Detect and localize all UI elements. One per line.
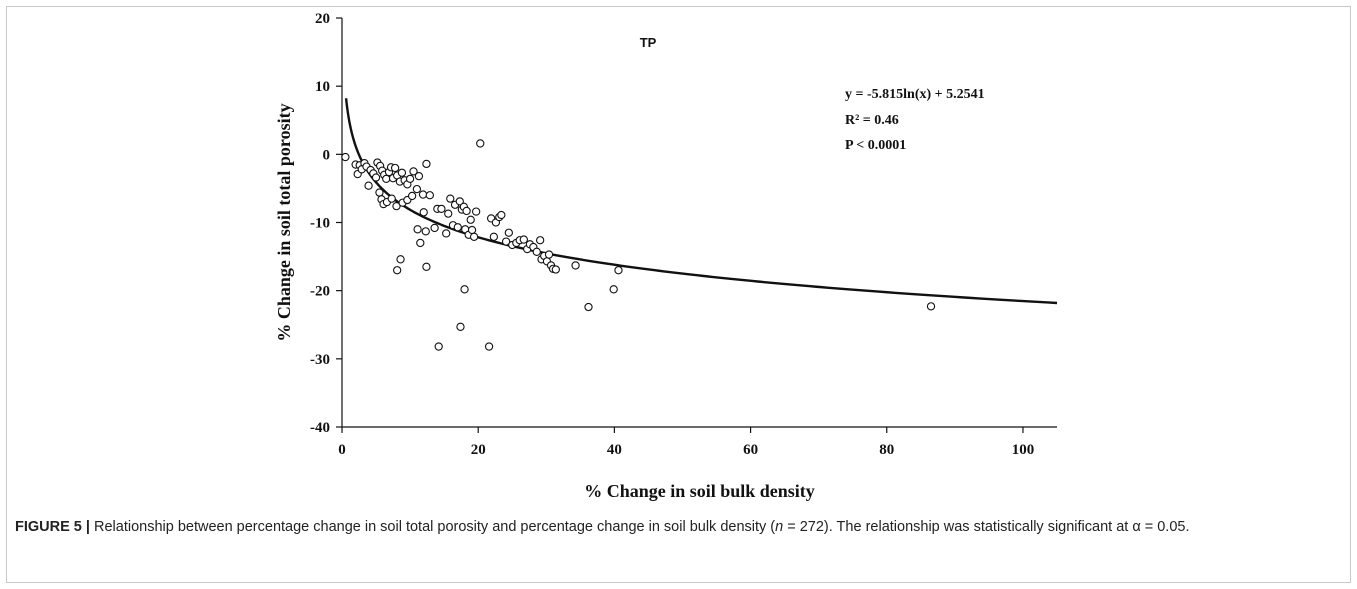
- data-point: [437, 204, 446, 214]
- data-point: [422, 262, 431, 271]
- data-point: [407, 191, 417, 201]
- data-point: [455, 197, 464, 206]
- data-point: [371, 173, 381, 182]
- data-point: [476, 139, 485, 148]
- data-point: [501, 237, 511, 246]
- y-tick-label: -40: [310, 420, 330, 436]
- data-point: [471, 207, 481, 216]
- fit-curve: [344, 98, 1058, 305]
- data-point: [413, 225, 422, 234]
- annotation-line-1: y = -5.815ln(x) + 5.2541: [845, 87, 985, 102]
- data-point: [442, 229, 451, 238]
- data-point: [536, 236, 545, 245]
- data-point: [532, 247, 541, 256]
- data-point: [519, 235, 528, 244]
- data-point: [414, 171, 424, 181]
- data-point: [489, 232, 498, 241]
- data-point: [453, 223, 462, 232]
- y-tick-label: 20: [315, 11, 330, 27]
- data-point: [456, 322, 465, 331]
- data-point: [446, 194, 455, 203]
- caption-n-symbol: n: [775, 519, 784, 535]
- data-point: [393, 266, 402, 275]
- data-point: [416, 238, 425, 248]
- data-point: [460, 285, 469, 294]
- data-point: [421, 227, 430, 236]
- figure-label: FIGURE 5 |: [15, 519, 90, 535]
- data-point: [405, 174, 415, 184]
- caption-text-part-2: = 272). The relationship was statistical…: [783, 519, 1190, 535]
- data-point: [397, 168, 407, 177]
- data-point: [341, 152, 350, 162]
- data-point: [926, 302, 936, 311]
- data-point: [497, 210, 506, 220]
- data-point: [382, 174, 391, 184]
- data-point: [430, 223, 439, 233]
- data-point: [418, 190, 428, 199]
- data-point: [469, 232, 479, 241]
- data-point: [551, 265, 560, 274]
- data-point: [364, 181, 373, 190]
- y-tick-label: -10: [310, 216, 330, 232]
- data-point: [412, 184, 422, 194]
- data-point: [504, 228, 513, 237]
- data-point: [390, 163, 400, 173]
- data-point: [466, 215, 475, 224]
- data-point: [444, 209, 453, 218]
- annotation-line-3: P < 0.0001: [845, 138, 906, 153]
- x-tick-label: 60: [743, 442, 758, 458]
- data-point: [462, 206, 471, 216]
- data-point: [467, 225, 477, 235]
- data-point: [609, 285, 618, 294]
- data-point: [409, 167, 418, 176]
- y-tick-label: 10: [315, 79, 330, 95]
- annotation-line-2: R² = 0.46: [845, 113, 899, 128]
- data-point: [425, 191, 434, 200]
- y-tick-label: -30: [310, 352, 330, 368]
- chart-title: TP: [640, 35, 657, 50]
- data-point: [392, 201, 401, 211]
- data-point: [396, 255, 405, 264]
- y-tick-label: 0: [323, 147, 331, 163]
- data-point: [375, 188, 384, 197]
- data-point: [571, 261, 580, 270]
- data-point: [614, 266, 623, 275]
- x-tick-label: 100: [1012, 442, 1035, 458]
- data-point: [419, 208, 428, 217]
- data-point: [387, 194, 396, 203]
- x-tick-label: 20: [471, 442, 486, 458]
- data-point: [584, 302, 593, 312]
- data-point: [422, 159, 431, 169]
- y-axis-label: % Change in soil total porosity: [274, 103, 294, 341]
- data-point: [484, 342, 494, 351]
- x-tick-label: 80: [879, 442, 894, 458]
- data-point: [434, 342, 443, 351]
- x-axis-label: % Change in soil bulk density: [584, 481, 815, 501]
- figure-caption: FIGURE 5 | Relationship between percenta…: [15, 516, 1325, 538]
- x-tick-label: 40: [607, 442, 622, 458]
- caption-text-part-1: Relationship between percentage change i…: [89, 519, 776, 535]
- x-tick-label: 0: [338, 442, 346, 458]
- y-tick-label: -20: [310, 284, 330, 300]
- figure-frame: [6, 6, 1351, 583]
- data-point: [544, 250, 554, 259]
